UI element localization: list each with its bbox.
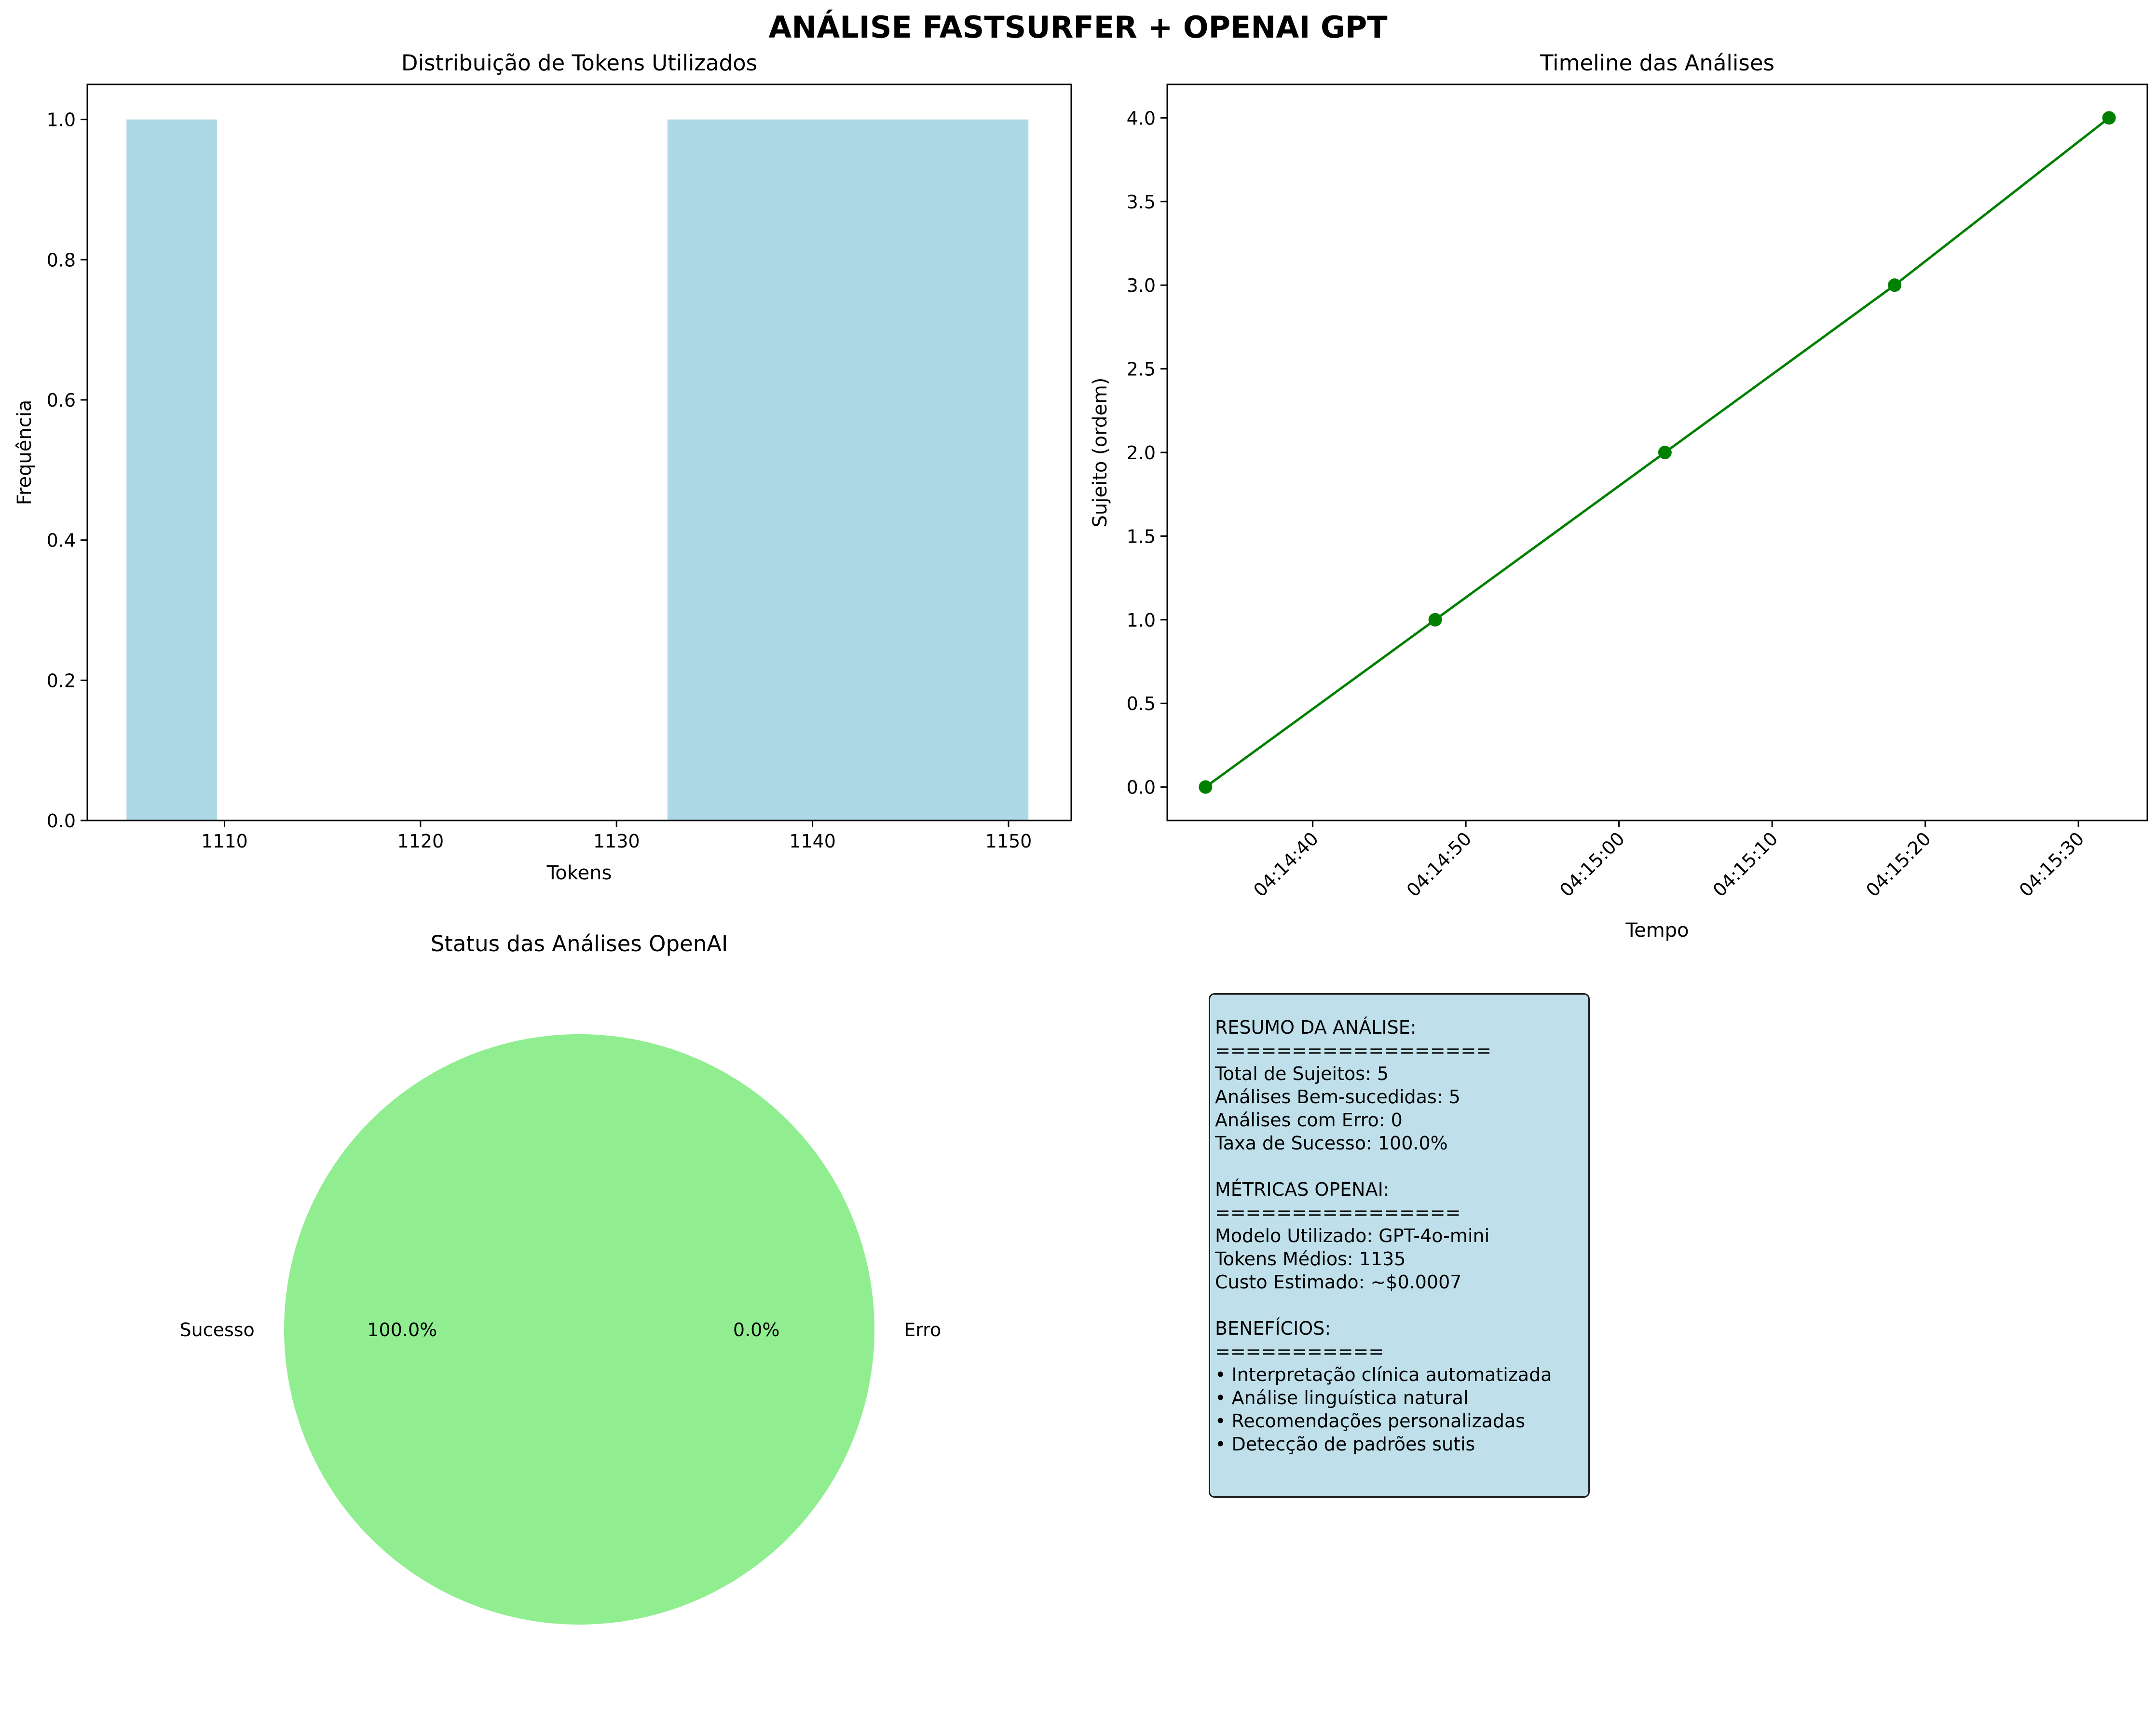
summary-box: RESUMO DA ANÁLISE: ================== Tota… bbox=[1209, 993, 1590, 1498]
timeline-ylabel: Sujeito (ordem) bbox=[1089, 378, 1111, 528]
histogram-ytick-label: 1.0 bbox=[47, 109, 76, 131]
timeline-ytick-label: 3.0 bbox=[1127, 275, 1156, 296]
histogram-ytick-label: 0.8 bbox=[47, 249, 76, 271]
summary-line: • Análise linguística natural bbox=[1215, 1387, 1469, 1408]
summary-line: • Interpretação clínica automatizada bbox=[1215, 1364, 1552, 1385]
timeline-ytick-label: 3.5 bbox=[1127, 191, 1156, 213]
timeline-point bbox=[1428, 613, 1442, 627]
histogram-bar bbox=[667, 119, 758, 821]
timeline-xlabel: Tempo bbox=[1625, 919, 1689, 942]
histogram-title: Distribuição de Tokens Utilizados bbox=[401, 50, 757, 76]
summary-line: Total de Sujeitos: 5 bbox=[1215, 1063, 1389, 1084]
timeline-title: Timeline das Análises bbox=[1540, 50, 1774, 76]
timeline-xtick-label: 04:15:00 bbox=[1556, 828, 1629, 901]
histogram-ytick-label: 0.2 bbox=[47, 670, 76, 691]
summary-line: BENEFÍCIOS: bbox=[1215, 1318, 1331, 1339]
histogram-bar bbox=[126, 119, 217, 821]
pie-label: Sucesso bbox=[179, 1319, 254, 1340]
summary-spacer bbox=[1215, 1155, 1588, 1178]
summary-line: Taxa de Sucesso: 100.0% bbox=[1215, 1133, 1448, 1154]
timeline-point bbox=[1658, 446, 1672, 459]
timeline-ytick-label: 2.0 bbox=[1127, 442, 1156, 464]
timeline-ytick-label: 4.0 bbox=[1127, 108, 1156, 129]
timeline-ytick-label: 0.5 bbox=[1127, 693, 1156, 714]
timeline-chart: Timeline das Análises 04:14:40 04:14:50 04… bbox=[1089, 50, 2148, 942]
timeline-series-line bbox=[1204, 117, 2110, 788]
pie-chart: Status das Análises OpenAI Sucesso 100.0%… bbox=[179, 931, 941, 1625]
histogram-ytick-label: 0.0 bbox=[47, 810, 76, 832]
timeline-point bbox=[1199, 780, 1213, 794]
histogram-chart: Distribuição de Tokens Utilizados 1110 11… bbox=[14, 50, 1072, 884]
histogram-ylabel: Frequência bbox=[14, 400, 36, 506]
timeline-xtick-label: 04:14:50 bbox=[1403, 828, 1476, 901]
histogram-xlabel: Tokens bbox=[546, 862, 612, 884]
histogram-frame bbox=[86, 83, 1072, 821]
histogram-xtick-label: 1140 bbox=[789, 831, 836, 852]
summary-line: ================ bbox=[1215, 1202, 1461, 1223]
figure-title: ANÁLISE FASTSURFER + OPENAI GPT bbox=[768, 10, 1387, 45]
summary-spacer bbox=[1215, 1294, 1588, 1317]
summary-line: Modelo Utilizado: GPT-4o-mini bbox=[1215, 1225, 1490, 1246]
histogram-xtick-label: 1150 bbox=[985, 831, 1032, 852]
pie-slice bbox=[284, 1034, 874, 1625]
pie-percent-label: 0.0% bbox=[733, 1319, 780, 1340]
histogram-xtick-label: 1120 bbox=[397, 831, 444, 852]
histogram-bar bbox=[938, 119, 1029, 821]
summary-line: ================== bbox=[1215, 1040, 1492, 1061]
timeline-xtick-label: 04:14:40 bbox=[1249, 828, 1323, 901]
summary-line: • Detecção de padrões sutis bbox=[1215, 1434, 1475, 1455]
summary-line: =========== bbox=[1215, 1341, 1384, 1362]
histogram-xtick-label: 1110 bbox=[201, 831, 248, 852]
pie-title: Status das Análises OpenAI bbox=[431, 931, 728, 957]
timeline-point bbox=[2102, 111, 2116, 125]
timeline-frame bbox=[1166, 83, 2148, 821]
summary-line: Análises com Erro: 0 bbox=[1215, 1109, 1403, 1131]
summary-line: Análises Bem-sucedidas: 5 bbox=[1215, 1086, 1460, 1107]
histogram-xtick-label: 1130 bbox=[593, 831, 640, 852]
histogram-ytick-label: 0.6 bbox=[47, 390, 76, 411]
summary-line: Tokens Médios: 1135 bbox=[1215, 1248, 1406, 1270]
timeline-xtick-label: 04:15:20 bbox=[1862, 828, 1935, 901]
timeline-ytick-label: 0.0 bbox=[1127, 777, 1156, 798]
summary-line: Custo Estimado: ~$0.0007 bbox=[1215, 1271, 1462, 1293]
timeline-ytick-label: 1.5 bbox=[1127, 526, 1156, 547]
summary-line: • Recomendações personalizadas bbox=[1215, 1410, 1526, 1432]
timeline-ytick-label: 1.0 bbox=[1127, 610, 1156, 631]
timeline-xtick-label: 04:15:30 bbox=[2015, 828, 2088, 901]
histogram-ytick-label: 0.4 bbox=[47, 530, 76, 551]
timeline-ytick-label: 2.5 bbox=[1127, 359, 1156, 380]
timeline-xtick-label: 04:15:10 bbox=[1709, 828, 1782, 901]
timeline-point bbox=[1888, 278, 1902, 292]
summary-line: MÉTRICAS OPENAI: bbox=[1215, 1179, 1390, 1200]
pie-label: Erro bbox=[904, 1319, 941, 1340]
pie-percent-label: 100.0% bbox=[367, 1319, 437, 1340]
histogram-bar bbox=[847, 119, 939, 821]
histogram-bar bbox=[757, 119, 848, 821]
summary-line: RESUMO DA ANÁLISE: bbox=[1215, 1017, 1417, 1038]
